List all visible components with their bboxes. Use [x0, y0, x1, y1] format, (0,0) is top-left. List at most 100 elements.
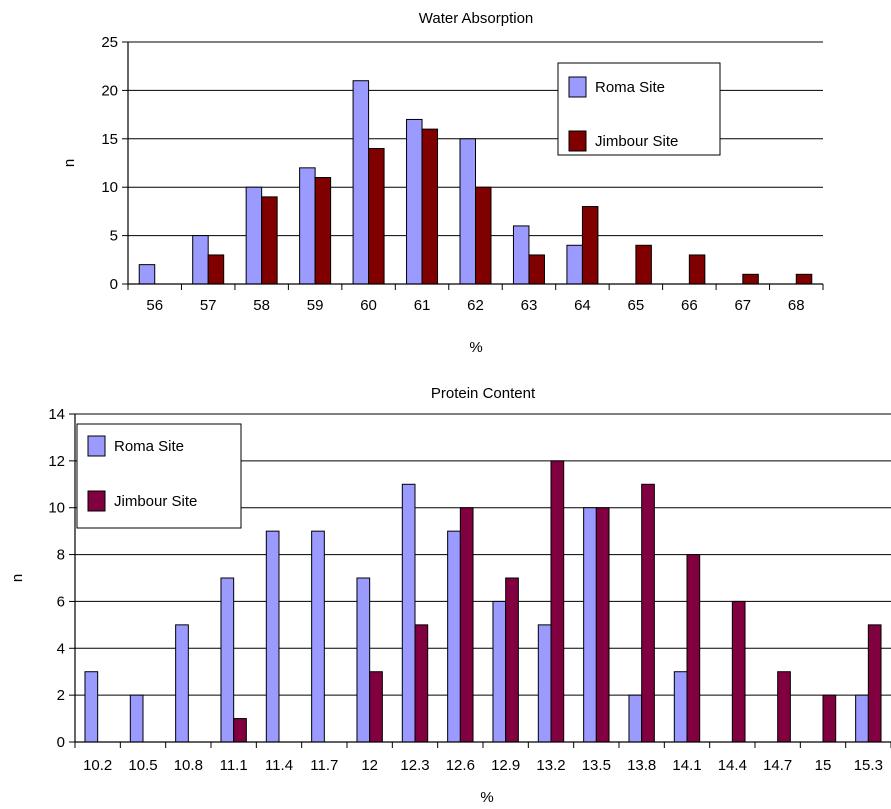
- chart1-y-tick-label: 15: [101, 131, 118, 148]
- chart2-bar-jimbour: [459, 507, 474, 743]
- chart1-bar-jimbour: [475, 186, 492, 285]
- chart2-bar-roma: [265, 530, 280, 743]
- chart2-legend: Roma Site Jimbour Site: [76, 423, 242, 529]
- chart2-x-axis-label: %: [480, 789, 493, 806]
- chart1-bar-roma: [299, 167, 316, 285]
- chart2-y-tick-label: 8: [57, 547, 65, 564]
- chart1-title: Water Absorption: [419, 10, 534, 27]
- chart1-bar-jimbour: [314, 177, 332, 285]
- chart2-y-tick-label: 12: [48, 453, 65, 470]
- chart2-bar-jimbour: [822, 694, 837, 743]
- chart2-x-tick-label: 11.7: [310, 757, 338, 774]
- chart2-bar-roma: [220, 577, 235, 743]
- chart2-bar-jimbour: [777, 671, 791, 743]
- chart1-legend-swatch-jimbour: [568, 130, 587, 152]
- chart1-x-tick-label: 57: [200, 297, 217, 314]
- chart2-bar-jimbour: [595, 507, 610, 743]
- chart1-bar-roma: [512, 225, 530, 285]
- chart1-x-tick-label: 56: [146, 297, 163, 314]
- chart1-x-tick-label: 60: [360, 297, 377, 314]
- chart2-x-tick-label: 12: [361, 757, 378, 774]
- chart1-x-axis-label: %: [469, 339, 482, 356]
- chart2-x-tick-label: 12.6: [446, 757, 475, 774]
- chart2-bar-roma: [356, 577, 371, 743]
- chart1-x-tick-label: 59: [307, 297, 324, 314]
- chart1-x-tick-label: 65: [628, 297, 645, 314]
- chart1-bar-jimbour: [581, 206, 599, 285]
- chart1-y-tick-label: 0: [110, 276, 118, 293]
- chart2-y-tick-label: 6: [57, 593, 65, 610]
- chart2-bar-jimbour: [505, 577, 519, 743]
- chart2-legend-label-roma: Roma Site: [114, 438, 184, 455]
- chart1-x-tick-label: 58: [253, 297, 270, 314]
- chart2-bar-roma: [401, 483, 416, 743]
- chart1-bar-roma: [406, 118, 423, 285]
- chart2-bar-roma: [855, 694, 869, 743]
- chart1-bar-jimbour: [742, 273, 759, 285]
- chart2-bar-jimbour: [369, 671, 383, 743]
- chart2-bar-jimbour: [233, 718, 247, 743]
- chart1-x-tick-label: 61: [414, 297, 431, 314]
- chart2-x-tick-label: 10.2: [83, 757, 112, 774]
- chart1-x-tick-label: 63: [521, 297, 538, 314]
- chart2-x-tick-label: 15.3: [854, 757, 883, 774]
- chart2-bar-roma: [175, 624, 189, 743]
- chart1-x-tick-label: 68: [788, 297, 805, 314]
- chart1-y-tick-label: 5: [110, 228, 118, 245]
- chart1-bar-roma: [245, 186, 263, 285]
- chart2-x-tick-label: 10.5: [128, 757, 157, 774]
- chart2-x-tick-label: 13.5: [582, 757, 611, 774]
- chart2-x-tick-label: 14.4: [718, 757, 747, 774]
- chart2-legend-swatch-jimbour: [87, 490, 106, 512]
- chart2-bar-jimbour: [414, 624, 429, 743]
- chart1-x-tick-label: 67: [734, 297, 751, 314]
- chart1-legend: Roma Site Jimbour Site: [557, 62, 721, 156]
- chart1-bar-roma: [138, 264, 156, 285]
- chart2-legend-swatch-roma: [87, 435, 106, 457]
- chart1-legend-label-jimbour: Jimbour Site: [595, 133, 678, 150]
- chart1-y-tick-label: 25: [101, 34, 118, 51]
- chart2-bar-jimbour: [550, 460, 565, 743]
- chart2-bar-roma: [492, 600, 507, 743]
- chart1-legend-swatch-roma: [568, 76, 587, 98]
- chart2-legend-label-jimbour: Jimbour Site: [114, 493, 197, 510]
- chart2-bar-roma: [628, 694, 643, 743]
- chart2-x-tick-label: 13.8: [627, 757, 656, 774]
- chart2-x-tick-label: 13.2: [536, 757, 565, 774]
- chart1-y-axis-label: n: [61, 159, 78, 167]
- chart2-bar-roma: [673, 671, 688, 743]
- chart1-bar-roma: [566, 244, 583, 285]
- chart2-x-tick-label: 12.9: [491, 757, 520, 774]
- chart2-x-tick-label: 14.7: [763, 757, 792, 774]
- chart2-y-tick-label: 14: [48, 406, 65, 423]
- chart1-legend-label-roma: Roma Site: [595, 79, 665, 96]
- chart1-bar-jimbour: [795, 273, 813, 285]
- chart1-x-tick-label: 62: [467, 297, 484, 314]
- chart2: Protein Content 0 2 4 6 8 10 12 14 10.2 10.5 10.8 11…: [9, 385, 891, 806]
- chart1-bar-jimbour: [207, 254, 225, 285]
- chart2-bar-jimbour: [867, 624, 882, 743]
- chart1-bar-jimbour: [261, 196, 278, 285]
- chart2-title: Protein Content: [431, 385, 536, 402]
- chart2-bar-jimbour: [641, 483, 655, 743]
- chart1-x-tick-label: 64: [574, 297, 591, 314]
- chart2-x-tick-label: 11.4: [265, 757, 293, 774]
- chart2-y-tick-label: 2: [57, 687, 65, 704]
- chart2-x-tick-label: 12.3: [400, 757, 429, 774]
- chart2-bar-roma: [129, 694, 144, 743]
- chart2-bar-roma: [583, 507, 597, 743]
- chart1-y-tick-label: 10: [101, 179, 118, 196]
- chart1-y-tick-label: 20: [101, 82, 118, 99]
- chart2-bar-roma: [311, 530, 325, 743]
- chart1-bar-jimbour: [635, 244, 652, 285]
- chart1-bar-jimbour: [688, 254, 706, 285]
- chart1-bar-jimbour: [368, 147, 385, 285]
- chart1-bar-jimbour: [421, 128, 439, 285]
- chart1-bar-jimbour: [528, 254, 545, 285]
- chart1: Water Absorption 0 5 10 15 20 25 56 57 58 59 60 61 62…: [61, 10, 824, 356]
- chart2-x-tick-label: 10.8: [174, 757, 203, 774]
- chart1-bar-roma: [192, 235, 209, 285]
- chart2-bar-roma: [84, 671, 99, 743]
